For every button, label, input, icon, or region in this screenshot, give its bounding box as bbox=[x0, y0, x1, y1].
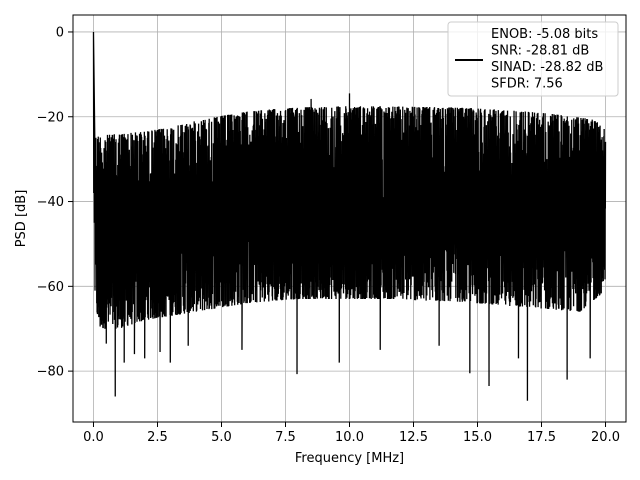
y-tick-label: −40 bbox=[37, 195, 64, 210]
axes-ticks: 0.0 2.5 5.0 7.5 10.0 12.5 15.0 17.5 20.0 0 −20 −40 −… bbox=[37, 25, 620, 445]
x-tick-label: 12.5 bbox=[399, 430, 428, 445]
x-tick-label: 15.0 bbox=[463, 430, 492, 445]
x-tick-label: 0.0 bbox=[83, 430, 104, 445]
y-tick-label: −80 bbox=[37, 365, 64, 380]
legend-entry-sfdr: SFDR: 7.56 bbox=[491, 77, 563, 92]
x-tick-label: 5.0 bbox=[211, 430, 232, 445]
plot-area bbox=[92, 31, 607, 401]
legend-entry-sinad: SINAD: -28.82 dB bbox=[491, 60, 603, 75]
x-tick-label: 20.0 bbox=[591, 430, 620, 445]
legend: ENOB: -5.08 bits SNR: -28.81 dB SINAD: -… bbox=[447, 21, 619, 97]
psd-series-line bbox=[92, 31, 607, 401]
y-axis-label: PSD [dB] bbox=[14, 190, 29, 248]
legend-entry-snr: SNR: -28.81 dB bbox=[491, 44, 589, 59]
y-tick-label: −60 bbox=[37, 280, 64, 295]
y-tick-label: −20 bbox=[37, 110, 64, 125]
x-tick-label: 17.5 bbox=[527, 430, 556, 445]
x-tick-label: 10.0 bbox=[335, 430, 364, 445]
x-tick-label: 7.5 bbox=[275, 430, 296, 445]
x-tick-label: 2.5 bbox=[147, 430, 168, 445]
legend-entry-enob: ENOB: -5.08 bits bbox=[491, 27, 598, 42]
x-axis-label: Frequency [MHz] bbox=[295, 451, 404, 466]
legend-box bbox=[447, 21, 619, 97]
y-tick-label: 0 bbox=[56, 25, 64, 40]
